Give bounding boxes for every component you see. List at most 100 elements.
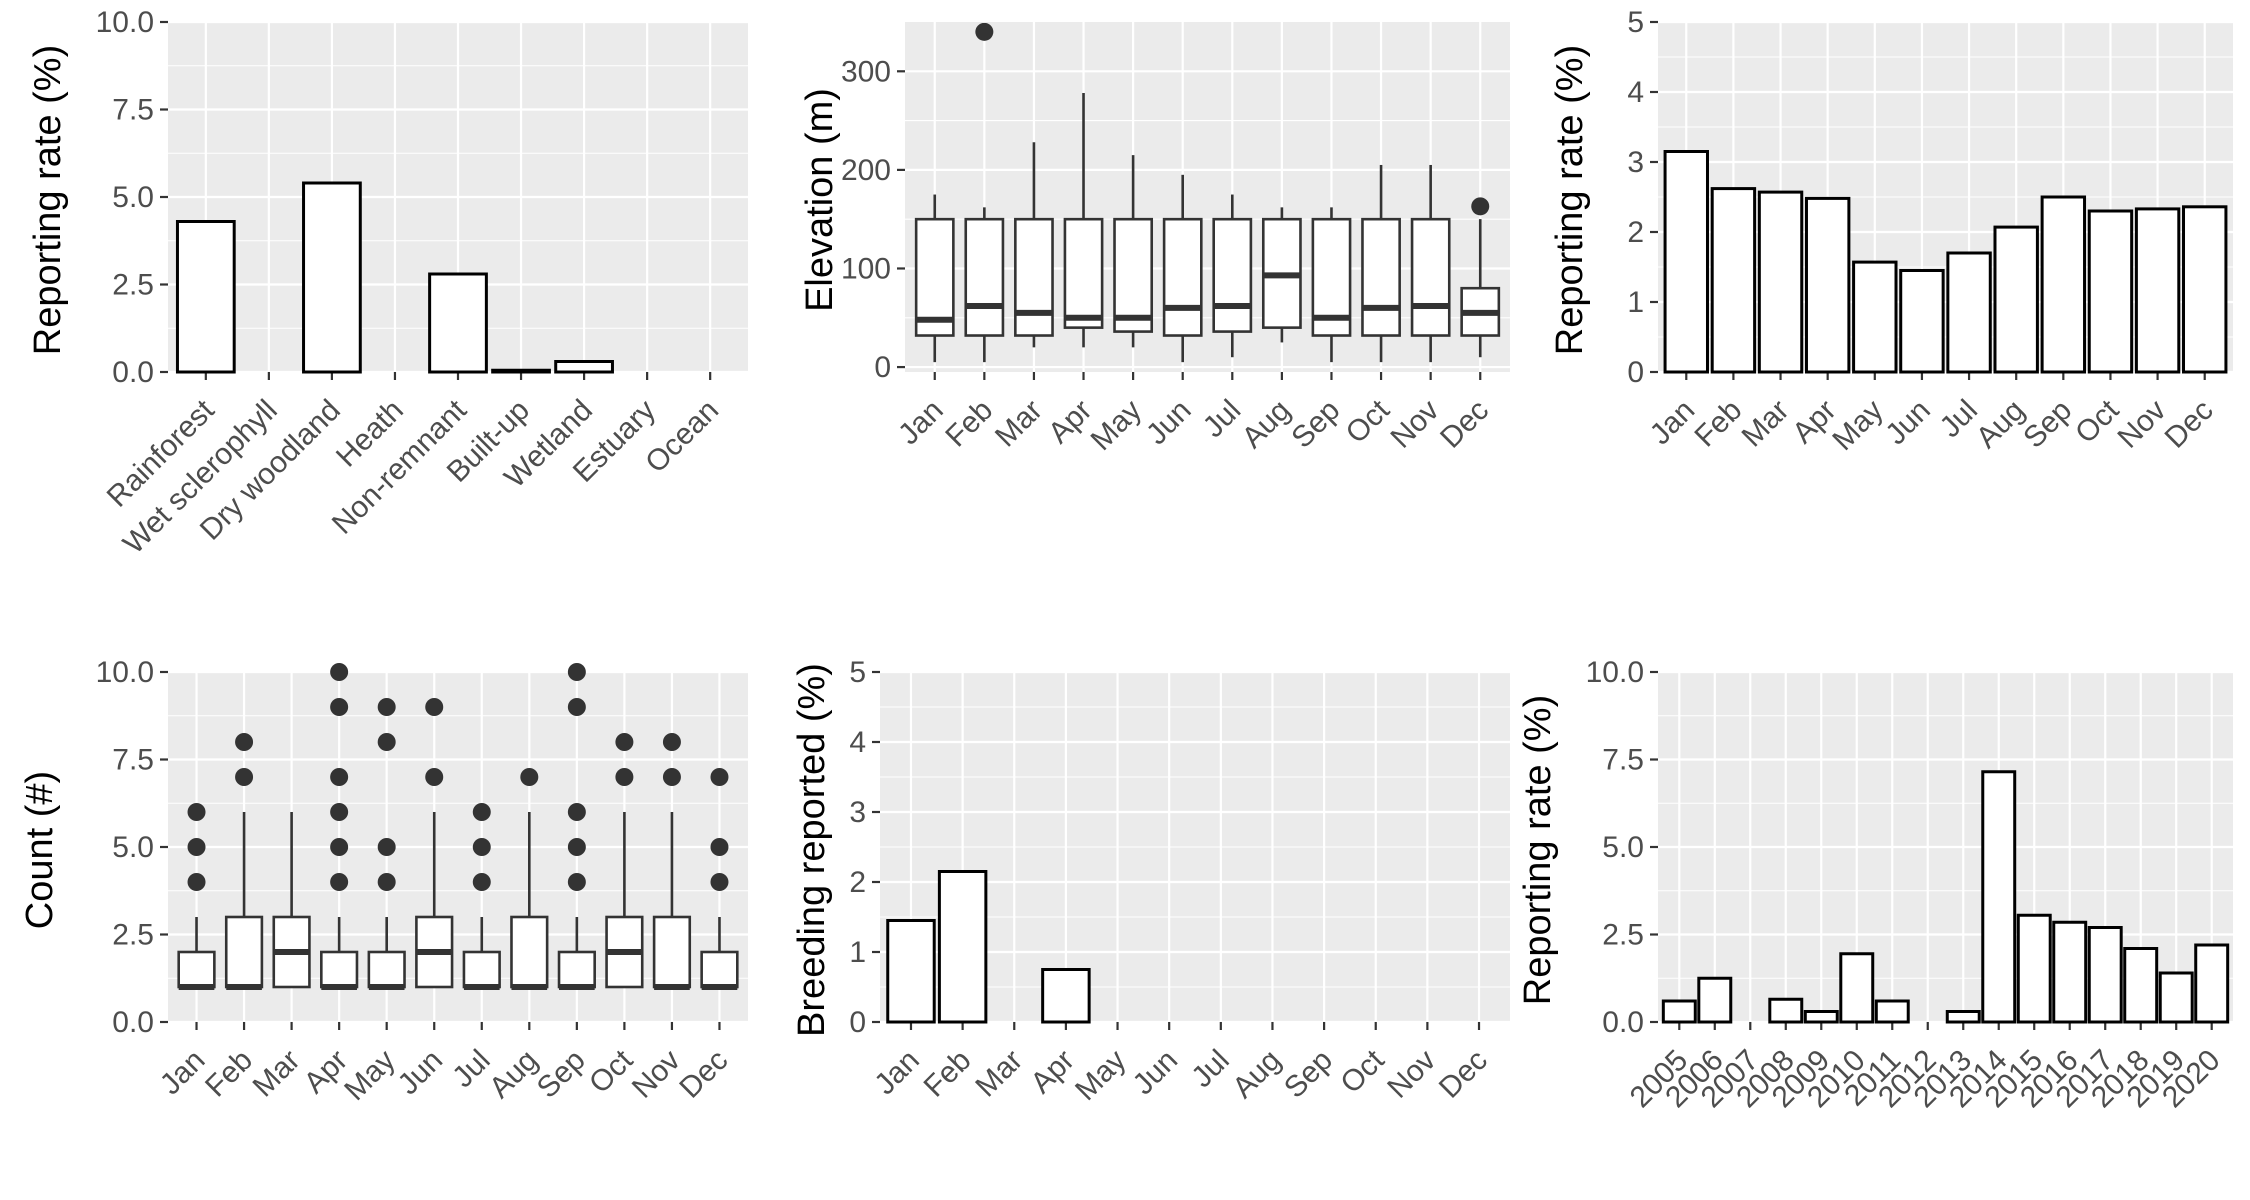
bar-2019	[2158, 971, 2194, 1024]
y-tick-label: 10.0	[96, 656, 154, 689]
x-tick-label: Mar	[969, 1044, 1029, 1104]
y-axis-title: Count (#)	[19, 771, 61, 929]
bar-2017	[2087, 926, 2123, 1024]
y-tick-label: 5	[849, 656, 866, 689]
outlier-point-dec	[710, 838, 729, 856]
outlier-point-may	[377, 838, 396, 856]
y-tick-label: 4	[849, 726, 866, 759]
y-tick-label: 4	[1627, 76, 1644, 109]
outlier-point-jan	[187, 838, 206, 856]
bar-jul	[1946, 251, 1992, 374]
y-tick-label: 2.5	[1602, 919, 1644, 952]
x-tick-label: Jun	[1140, 394, 1198, 452]
y-tick-label: 2.5	[112, 269, 154, 302]
y-tick-label: 2	[849, 866, 866, 899]
outlier-point-may	[377, 733, 396, 751]
box-aug	[510, 915, 549, 989]
outlier-point-dec	[1471, 197, 1490, 216]
bar-non-remnant	[428, 272, 488, 374]
x-tick-label: Dec	[1433, 1044, 1494, 1105]
bar-2018	[2123, 947, 2159, 1024]
bar-wetland	[554, 360, 614, 374]
x-tick-label: Aug	[1226, 1044, 1287, 1105]
x-tick-label: Aug	[483, 1044, 544, 1105]
x-tick-label: Ocean	[639, 394, 725, 480]
y-axis-title: Reporting rate (%)	[1549, 45, 1591, 355]
x-tick-label: Jun	[1879, 394, 1937, 452]
y-tick-label: 0	[1627, 356, 1644, 389]
outlier-point-jul	[472, 803, 491, 821]
x-tick-label: Mar	[247, 1044, 307, 1104]
outlier-point-oct	[615, 768, 634, 786]
x-tick-label: Sep	[531, 1044, 592, 1105]
x-tick-label: Nov	[1381, 1044, 1442, 1105]
y-tick-label: 300	[841, 55, 891, 88]
x-tick-label: Oct	[1340, 393, 1397, 450]
y-tick-label: 1	[1627, 286, 1644, 319]
x-tick-label: Apr	[1042, 394, 1098, 450]
outlier-point-nov	[662, 768, 681, 786]
box-sep	[557, 950, 596, 989]
y-axis-title: Breeding reported (%)	[791, 663, 833, 1037]
x-tick-label: Nov	[1385, 394, 1446, 455]
outlier-point-feb	[235, 768, 254, 786]
x-tick-label: Jan	[154, 1044, 212, 1102]
bar-2008	[1768, 997, 1804, 1024]
outlier-point-may	[377, 873, 396, 891]
outlier-point-dec	[710, 873, 729, 891]
x-tick-label: Aug	[1970, 394, 2031, 455]
y-tick-label: 5	[1627, 6, 1644, 39]
x-tick-label: Jul	[1185, 1044, 1235, 1094]
y-tick-label: 200	[841, 154, 891, 187]
bar-sep	[2040, 195, 2087, 374]
bar-apr	[1041, 968, 1091, 1024]
y-tick-label: 5.0	[112, 181, 154, 214]
outlier-point-jul	[472, 873, 491, 891]
bar-dry-woodland	[302, 181, 362, 374]
outlier-point-apr	[330, 768, 349, 786]
box-apr	[1063, 217, 1104, 329]
bar-feb	[937, 870, 988, 1024]
x-tick-label: Oct	[1334, 1043, 1391, 1100]
bar-2020	[2194, 943, 2230, 1024]
bar-2006	[1697, 976, 1733, 1024]
y-tick-label: 5.0	[1602, 831, 1644, 864]
y-axis-title: Reporting rate (%)	[1517, 695, 1559, 1005]
x-tick-label: May	[1085, 394, 1148, 457]
x-tick-label: Jan	[892, 394, 950, 452]
box-nov	[1410, 217, 1451, 337]
bar-feb	[1710, 187, 1757, 374]
x-tick-label: Jan	[868, 1044, 926, 1102]
bar-oct	[2087, 209, 2134, 374]
bar-rainforest	[175, 220, 236, 374]
y-tick-label: 0	[874, 351, 891, 384]
x-tick-label: Sep	[1285, 394, 1346, 455]
box-apr	[320, 950, 359, 989]
y-tick-label: 0.0	[112, 1006, 154, 1039]
panel-4-count-by-month: 0.02.55.07.510.0JanFebMarAprMayJunJulAug…	[19, 656, 748, 1107]
x-tick-label: Feb	[939, 394, 999, 454]
outlier-point-sep	[567, 873, 586, 891]
outlier-point-sep	[567, 698, 586, 716]
bar-apr	[1804, 196, 1851, 374]
outlier-point-sep	[567, 838, 586, 856]
x-tick-label: Sep	[2017, 394, 2078, 455]
box-jun	[1162, 217, 1203, 337]
box-dec	[700, 950, 739, 989]
outlier-point-jul	[472, 838, 491, 856]
x-tick-label: Dec	[673, 1044, 734, 1105]
x-tick-label: Nov	[2111, 394, 2172, 455]
x-tick-label: Feb	[199, 1044, 259, 1104]
outlier-point-apr	[330, 803, 349, 821]
outlier-point-dec	[710, 768, 729, 786]
bar-jan	[886, 919, 936, 1024]
bar-mar	[1757, 190, 1804, 374]
bar-2011	[1874, 999, 1910, 1024]
outlier-point-jun	[425, 768, 444, 786]
x-tick-label: Mar	[989, 394, 1049, 454]
x-tick-label: Apr	[1025, 1044, 1081, 1100]
x-tick-label: May	[1826, 394, 1889, 457]
